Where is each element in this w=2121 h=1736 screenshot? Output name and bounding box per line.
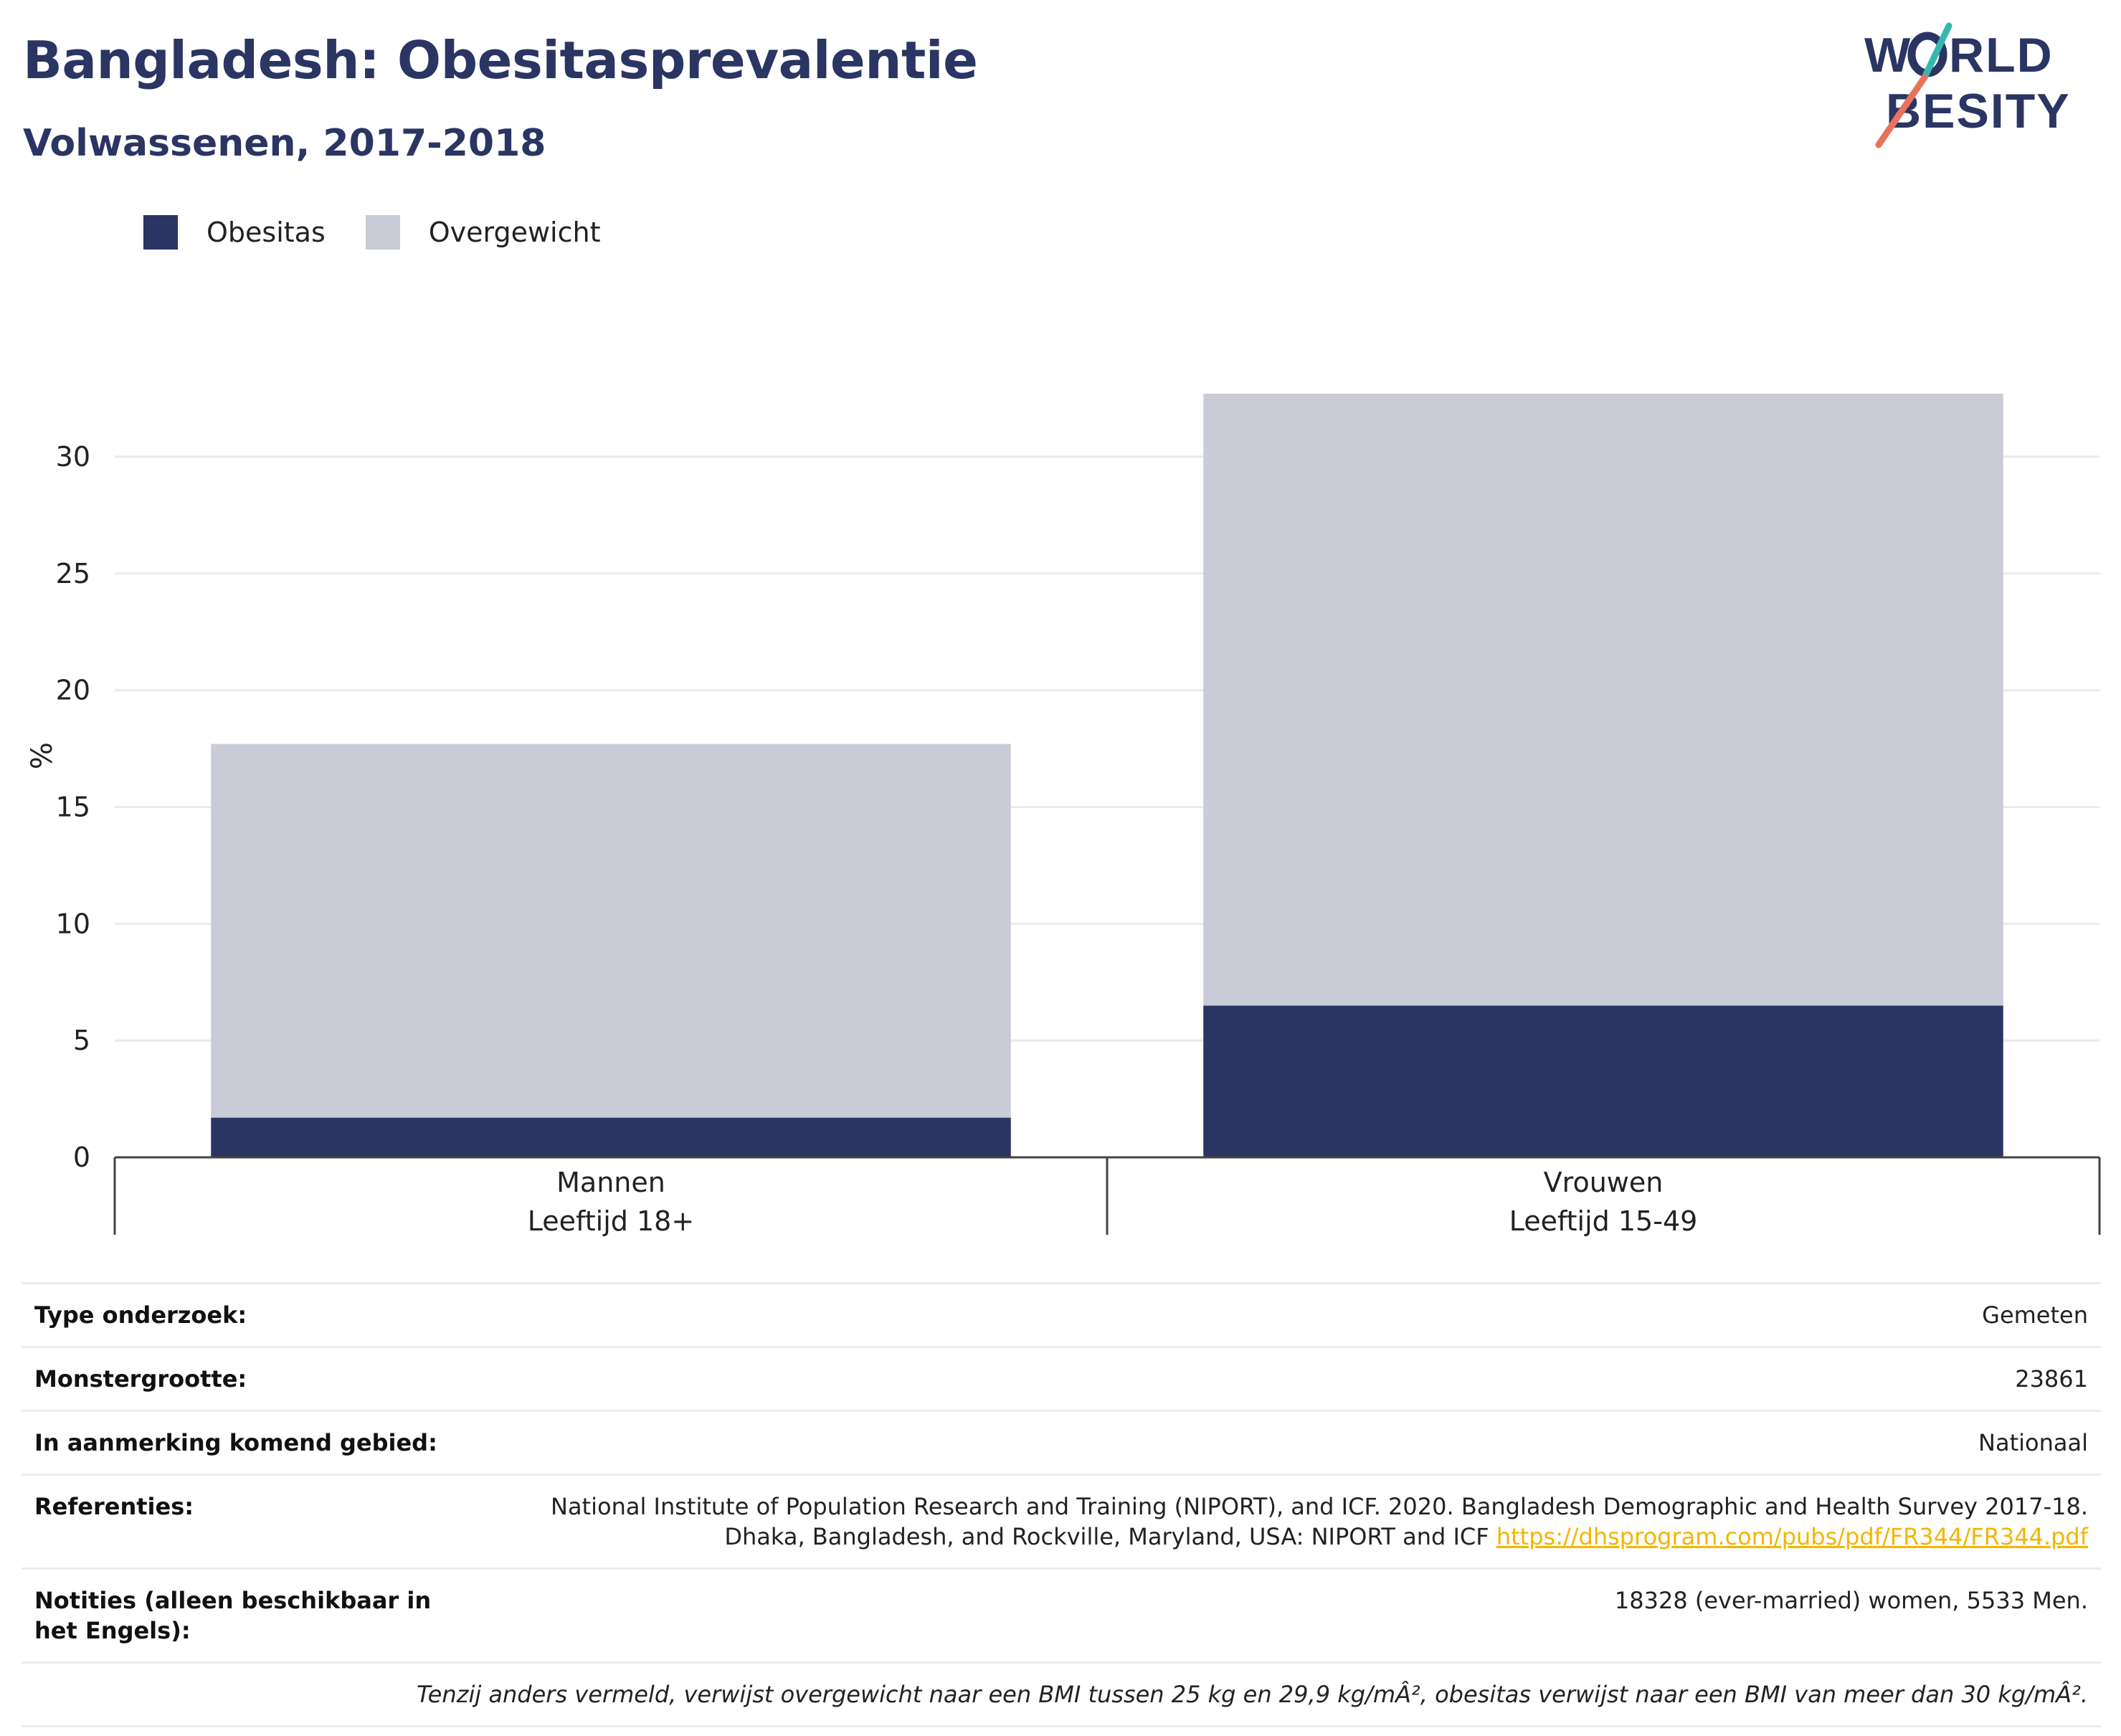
sample-size-label: Monstergrootte: [34, 1365, 247, 1393]
meta-row-notes: Notities (alleen beschikbaar in het Enge… [22, 1570, 2101, 1664]
legend-label-overgewicht: Overgewicht [428, 217, 601, 248]
y-tick-label: 0 [73, 1142, 90, 1173]
y-tick-label: 5 [73, 1025, 90, 1056]
area-value: Nationaal [1978, 1429, 2088, 1456]
x-category-sublabel: Leeftijd 18+ [528, 1205, 694, 1237]
references-label: Referenties: [34, 1493, 194, 1520]
area-label: In aanmerking komend gebied: [34, 1429, 437, 1456]
x-category-label: Vrouwen [1544, 1167, 1664, 1198]
bar-segment-overgewicht [211, 744, 1011, 1118]
legend-label-obesitas: Obesitas [207, 217, 326, 248]
survey-metadata-table: Type onderzoek: Gemeten Monstergrootte: … [22, 1282, 2101, 1727]
bmi-footnote: Tenzij anders vermeld, verwijst overgewi… [417, 1681, 2088, 1708]
x-category-sublabel: Leeftijd 15-49 [1509, 1205, 1698, 1237]
page-title: Bangladesh: Obesitasprevalentie [23, 30, 978, 90]
bar-segment-obesitas [211, 1117, 1011, 1157]
y-tick-label: 30 [56, 441, 90, 473]
legend-swatch-overgewicht [365, 215, 400, 250]
references-text-line1: National Institute of Population Researc… [551, 1493, 2088, 1520]
meta-row-area: In aanmerking komend gebied: Nationaal [22, 1412, 2101, 1476]
bar-chart: 0 5 10 15 20 25 30% Mannen Leeftijd 18+ Vrouwen Le… [26, 394, 2101, 1237]
y-axis-label: % [26, 742, 59, 769]
x-category-label: Mannen [556, 1167, 665, 1198]
references-text-line2: Dhaka, Bangladesh, and Rockville, Maryla… [724, 1523, 1489, 1550]
world-obesity-logo: W RLD BESITY [1864, 22, 2069, 148]
y-tick-label: 10 [56, 908, 90, 939]
bar-segment-obesitas [1203, 1005, 2003, 1157]
notes-label: Notities (alleen beschikbaar in het Enge… [34, 1587, 432, 1644]
svg-text:W: W [1864, 28, 1912, 82]
references-link[interactable]: https://dhsprogram.com/pubs/pdf/FR344/FR… [1496, 1523, 2088, 1550]
references-value: National Institute of Population Researc… [551, 1476, 2101, 1567]
survey-type-label: Type onderzoek: [34, 1301, 247, 1329]
svg-text:RLD: RLD [1949, 28, 2054, 82]
sample-size-value: 23861 [2015, 1365, 2088, 1393]
notes-value: 18328 (ever-married) women, 5533 Men. [1614, 1587, 2088, 1614]
meta-row-references: Referenties: National Institute of Popul… [22, 1476, 2101, 1570]
chart-legend: Obesitas Overgewicht [143, 214, 641, 251]
survey-type-value: Gemeten [1982, 1301, 2088, 1329]
y-tick-label: 15 [56, 791, 90, 822]
meta-row-survey-type: Type onderzoek: Gemeten [22, 1284, 2101, 1348]
meta-row-footnote: Tenzij anders vermeld, verwijst overgewi… [22, 1664, 2101, 1727]
y-tick-label: 20 [56, 675, 90, 706]
y-tick-label: 25 [56, 558, 90, 589]
legend-swatch-obesitas [143, 215, 178, 250]
meta-row-sample-size: Monstergrootte: 23861 [22, 1348, 2101, 1412]
bar-segment-overgewicht [1203, 394, 2003, 1006]
page-subtitle: Volwassenen, 2017-2018 [23, 122, 546, 165]
